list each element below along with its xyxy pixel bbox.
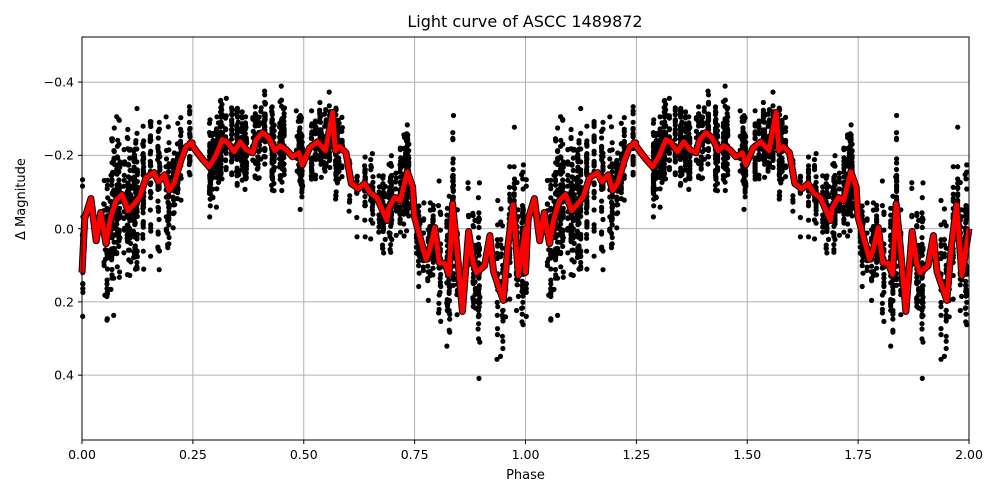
y-tick-label: −0.2 (43, 147, 74, 163)
y-tick-label: 0.4 (54, 367, 74, 383)
x-tick-label: 1.50 (733, 447, 762, 462)
x-tick-label: 0.50 (289, 447, 318, 462)
x-tick-label: 1.75 (844, 447, 873, 462)
x-axis-label: Phase (506, 468, 545, 483)
x-tick-label: 1.25 (622, 447, 651, 462)
x-tick-label: 2.00 (955, 447, 983, 462)
chart-title: Light curve of ASCC 1489872 (407, 12, 643, 31)
y-tick-label: 0.0 (54, 221, 74, 237)
x-tick-label: 1.00 (511, 447, 540, 462)
x-tick-label: 0.25 (178, 447, 207, 462)
tick-marks (78, 81, 970, 444)
y-tick-label: 0.2 (54, 294, 74, 310)
x-tick-label: 0.75 (400, 447, 429, 462)
binned-curve (78, 109, 973, 315)
y-axis-label: Δ Magnitude (14, 158, 29, 240)
y-tick-label: −0.4 (43, 74, 74, 90)
x-tick-label: 0.00 (68, 447, 96, 462)
